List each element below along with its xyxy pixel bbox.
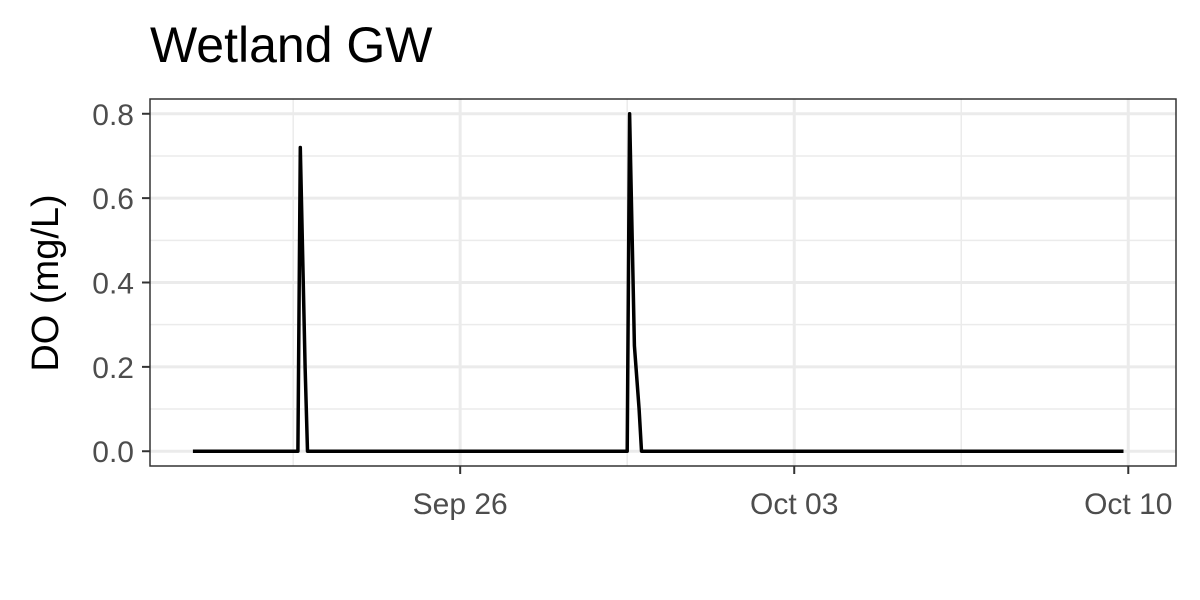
chart-title: Wetland GW [150, 17, 433, 73]
y-tick-label: 0.6 [92, 183, 134, 216]
x-tick-label: Oct 03 [750, 488, 838, 521]
data-layer [192, 112, 1124, 453]
y-tick-label: 0.8 [92, 99, 134, 132]
minor-grid [150, 99, 1176, 466]
x-tick-label: Oct 10 [1084, 488, 1172, 521]
y-tick-label: 0.4 [92, 268, 134, 301]
y-axis-label: DO (mg/L) [25, 194, 67, 371]
x-tick-label: Sep 26 [413, 488, 508, 521]
y-tick-label: 0.2 [92, 352, 134, 385]
x-axis: Sep 26 Oct 03 Oct 10 [413, 466, 1172, 521]
series-line-do [192, 112, 1124, 453]
y-axis: 0.0 0.2 0.4 0.6 0.8 [92, 99, 150, 469]
y-tick-label: 0.0 [92, 436, 134, 469]
